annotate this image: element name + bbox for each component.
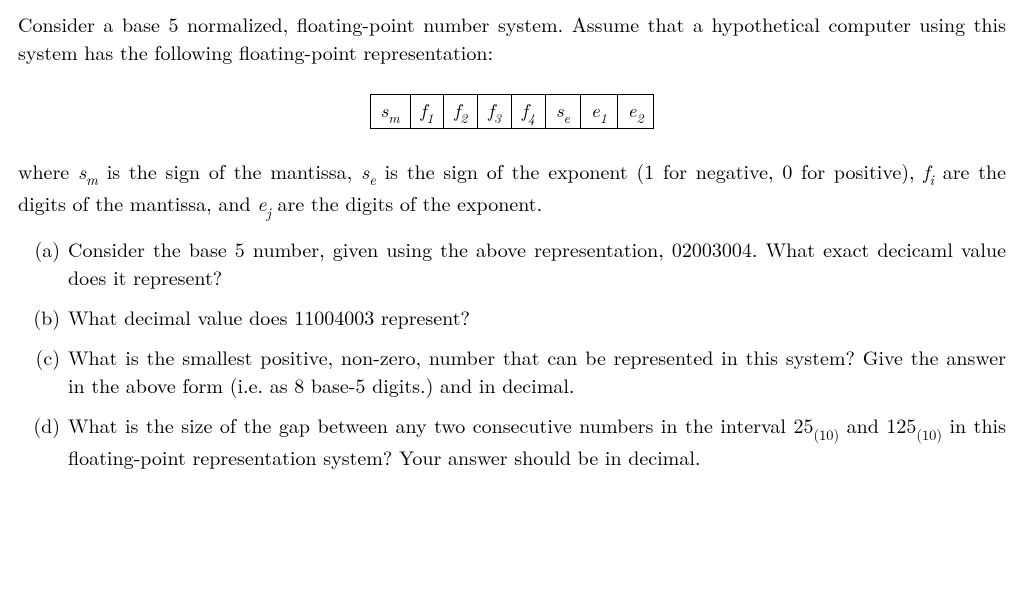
bit-cell-f2: f2	[444, 95, 478, 129]
bit-sub: 1	[600, 108, 607, 127]
part-d-sub: (10)	[916, 425, 942, 445]
bit-layout-wrap: sm f1 f2 f3 f4 se e1 e2	[18, 94, 1006, 129]
bit-sub: 2	[460, 108, 467, 127]
bit-cell-sm: sm	[370, 95, 410, 129]
bit-sym: s	[556, 96, 564, 123]
part-d-sub: (10)	[813, 425, 839, 445]
part-c: (c) What is the smallest positive, non-z…	[18, 343, 1006, 399]
part-marker: (d)	[18, 411, 68, 471]
part-body: What decimal value does 11004003 represe…	[68, 303, 1006, 331]
bit-cell-se: se	[545, 95, 580, 129]
bit-sym: e	[591, 96, 600, 123]
part-marker: (a)	[18, 235, 68, 291]
intro-paragraph: Consider a base 5 normalized, floating-p…	[18, 10, 1006, 66]
bit-sub: 2	[636, 108, 643, 127]
bit-sym: f	[522, 96, 528, 123]
part-marker: (c)	[18, 343, 68, 399]
where-sub: i	[929, 170, 933, 190]
where-sym: s	[78, 156, 86, 185]
parts-list: (a) Consider the base 5 number, given us…	[18, 235, 1006, 471]
bit-cell-f4: f4	[512, 95, 546, 129]
bit-sub: 3	[494, 108, 501, 127]
bit-cell-f3: f3	[478, 95, 512, 129]
part-marker: (b)	[18, 303, 68, 331]
bit-cell-f1: f1	[410, 95, 444, 129]
where-text: is the sign of the mantissa,	[98, 156, 361, 185]
where-text: is the sign of the exponent (1 for negat…	[376, 156, 924, 185]
where-text: are the digits of the exponent.	[271, 188, 542, 217]
bit-sub: 1	[426, 108, 433, 127]
where-sub: m	[86, 170, 98, 190]
part-body: What is the size of the gap between any …	[68, 411, 1006, 471]
part-b: (b) What decimal value does 11004003 rep…	[18, 303, 1006, 331]
part-d-text: and 125	[839, 410, 916, 439]
bit-layout-table: sm f1 f2 f3 f4 se e1 e2	[370, 94, 655, 129]
part-a: (a) Consider the base 5 number, given us…	[18, 235, 1006, 291]
where-sub: j	[266, 203, 270, 223]
bit-sub: m	[388, 108, 399, 127]
part-body: Consider the base 5 number, given using …	[68, 235, 1006, 291]
bit-cell-e2: e2	[617, 95, 654, 129]
bit-sub: e	[564, 108, 570, 127]
bit-sub: 4	[528, 108, 535, 127]
where-text: where	[18, 156, 78, 185]
part-body: What is the smallest positive, non-zero,…	[68, 343, 1006, 399]
where-sym: s	[361, 156, 369, 185]
where-sub: e	[369, 170, 376, 190]
part-d: (d) What is the size of the gap between …	[18, 411, 1006, 471]
part-d-text: What is the size of the gap between any …	[68, 410, 813, 439]
where-paragraph: where sm is the sign of the mantissa, se…	[18, 157, 1006, 221]
bit-cell-e1: e1	[580, 95, 617, 129]
